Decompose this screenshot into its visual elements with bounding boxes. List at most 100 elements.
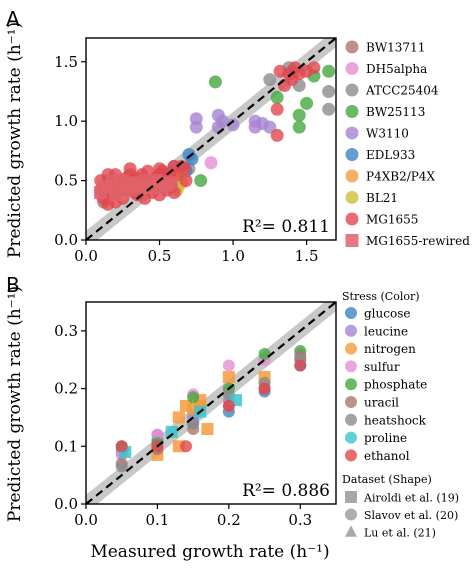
legend-b-marker (345, 413, 357, 426)
panel-a-letter: A (6, 7, 20, 31)
panel-b-xtick-label: 0.2 (217, 511, 241, 529)
legend-a-marker (345, 234, 359, 247)
panel-b-point-nitrogen (201, 422, 214, 435)
panel-a-plot: 0.0 0.5 1.0 1.5 0.0 0.5 1.0 1.5 R²= 0.811 (54, 37, 337, 265)
panel-a-point-w3110 (216, 114, 230, 128)
panel-a-point-mg1655 (270, 102, 284, 116)
panel-b-xtick-label: 0.0 (74, 511, 98, 529)
panel-b-ytick-label: 0.3 (54, 322, 78, 340)
panel-b-point-sulfur (222, 359, 235, 372)
panel-a-data-area (86, 38, 336, 240)
panel-a-frame (85, 37, 337, 241)
panel-a-point-w3110 (189, 120, 203, 134)
panel-a-point-mg1655 (270, 128, 284, 142)
panel-a-point-bw25113 (300, 96, 314, 110)
legend-a-marker (345, 105, 359, 118)
panel-b-point-heatshock (115, 460, 128, 473)
panel-b-xtick-label: 0.3 (288, 511, 312, 529)
panel-a-point-atcc25404 (263, 73, 277, 87)
panel-a-point-mg1655 (179, 174, 193, 188)
panel-a-xtick-label: 0.0 (74, 247, 98, 265)
panel-b-xtick-label: 0.1 (145, 511, 169, 529)
panel-b-ytick-label: 0.1 (54, 437, 78, 455)
legend-b-label: uracil (364, 396, 399, 410)
legend-b-color-title: Stress (Color) (342, 290, 420, 303)
legend-b-marker (345, 360, 357, 373)
panel-a-xtick-label: 1.0 (221, 247, 245, 265)
legend-a-label: W3110 (366, 127, 409, 141)
panel-a-point-bw25113 (194, 174, 208, 188)
panel-b-point-nitrogen (172, 411, 185, 424)
legend-b-label: nitrogen (364, 342, 416, 356)
legend-b-label: leucine (364, 324, 408, 338)
panel-a-r2-annotation: R²= 0.811 (242, 217, 330, 237)
panel-b-legend: Stress (Color) glucose leucine nitrogen sulf… (342, 290, 459, 540)
panel-a-ylabel: Predicted growth rate (h⁻¹) (5, 22, 25, 258)
legend-b-shape-marker (345, 491, 357, 503)
panel-a-point-atcc25404 (322, 102, 336, 116)
panel-a-point-w3110 (263, 120, 277, 134)
panel-b-plot: 0.0 0.1 0.2 0.3 0.0 0.1 0.2 0.3 R²= 0.886 (54, 301, 337, 529)
panel-b-data-area (86, 302, 336, 504)
panel-a-point-bw25113 (270, 90, 284, 104)
panel-a-point-bw25113 (208, 75, 222, 89)
legend-a-marker (345, 40, 359, 54)
legend-b-marker (345, 431, 357, 444)
panel-b-point-phosphate (187, 391, 200, 404)
panel-a-point-mg1655 (178, 162, 192, 176)
legend-b-marker (345, 396, 357, 408)
legend-b-label: proline (364, 431, 407, 445)
legend-b-marker (345, 324, 357, 337)
legend-a-label: ATCC25404 (365, 84, 439, 98)
panel-a-point-bw25113 (292, 120, 306, 134)
legend-a-marker (345, 169, 359, 183)
legend-b-label: phosphate (364, 378, 427, 392)
legend-a-label: BW13711 (366, 41, 425, 55)
panel-a-point-mg1655 (307, 61, 321, 75)
panel-a-ytick-label: 0.5 (54, 172, 78, 190)
legend-a-label: BL21 (366, 191, 398, 205)
legend-b-shape-label: Slavov et al. (20) (364, 509, 458, 522)
legend-b-shape-label: Lu et al. (21) (364, 527, 436, 540)
panel-a-xtick-label: 0.5 (148, 247, 172, 265)
legend-a-marker (345, 191, 359, 204)
legend-b-shape-label: Airoldi et al. (19) (363, 492, 459, 505)
panel-b-ylabel: Predicted growth rate (h⁻¹) (5, 286, 25, 522)
panel-b-point-heatshock (187, 417, 200, 430)
legend-a-label: P4XB2/P4X (366, 170, 435, 184)
legend-b-label: sulfur (364, 360, 400, 374)
panel-b-point-phosphate (258, 347, 271, 360)
panel-b-point-proline (119, 446, 132, 459)
legend-a-marker (345, 212, 359, 226)
legend-b-shape-marker (345, 525, 357, 537)
panel-a-xtick-label: 1.5 (295, 247, 319, 265)
panel-a-ytick-label: 1.5 (54, 53, 78, 71)
panel-b-letter: B (6, 273, 20, 297)
legend-a-label: BW25113 (366, 105, 425, 119)
panel-b-xlabel: Measured growth rate (h⁻¹) (90, 542, 329, 562)
panel-a-point-mg1655-rewired (164, 176, 178, 190)
legend-a-label: MG1655-rewired (366, 234, 470, 248)
panel-a-point-bw25113 (292, 108, 306, 122)
legend-b-marker (345, 342, 357, 355)
panel-a-point-w3110 (226, 118, 240, 132)
legend-a-marker (345, 83, 359, 97)
legend-b-label: heatshock (364, 413, 427, 427)
legend-a-marker (345, 62, 359, 75)
panel-b-point-ethanol (294, 359, 307, 372)
panel-a-ytick-label: 1.0 (54, 112, 78, 130)
panel-b-point-nitrogen (222, 371, 235, 384)
panel-b-point-ethanol (222, 399, 235, 412)
panel-a-identity-line (86, 38, 336, 240)
panel-b-frame (85, 301, 337, 505)
legend-b-marker (345, 378, 357, 391)
panel-b-point-ethanol (115, 440, 128, 453)
legend-b-shape-title: Dataset (Shape) (342, 473, 432, 486)
panel-a-point-bw25113 (322, 64, 336, 78)
legend-b-marker (345, 307, 357, 319)
legend-b-marker (345, 449, 357, 462)
panel-b-ytick-label: 0.2 (54, 380, 78, 398)
panel-a-legend: BW13711 DH5alpha ATCC25404 BW25113 W3110 EDL9… (345, 40, 470, 248)
panel-b-ytick-label: 0.0 (54, 495, 78, 513)
